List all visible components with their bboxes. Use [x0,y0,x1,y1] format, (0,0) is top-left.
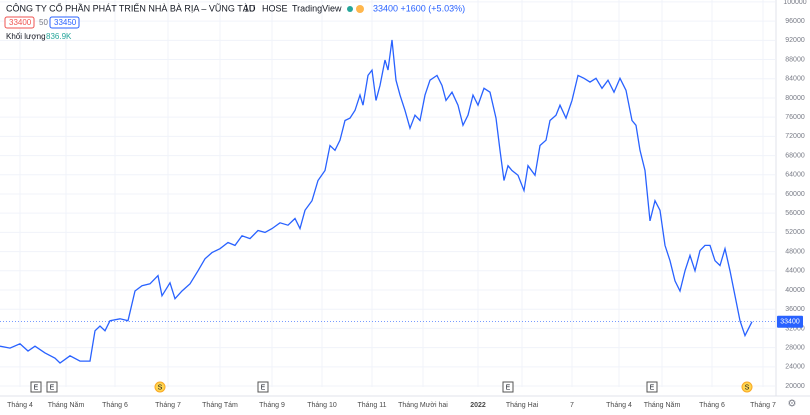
x-tick-label: Tháng Hai [506,402,539,409]
event-marker [502,381,514,393]
bid: 33400 [9,18,32,27]
y-tick-label: 68000 [785,152,805,159]
x-tick-label: 2022 [470,402,486,409]
header: CÔNG TY CỔ PHẦN PHÁT TRIỂN NHÀ BÀ RỊA – … [4,2,465,41]
ask: 33450 [54,18,77,27]
y-tick-label: 60000 [785,191,805,198]
event-label: E [34,384,39,391]
y-tick-label: 20000 [785,383,805,390]
y-tick-label: 52000 [785,229,805,236]
y-tick-label: 36000 [785,306,805,313]
event-label: S [745,384,750,391]
x-tick-label: Tháng 4 [606,402,632,409]
y-tick-label: 44000 [785,268,805,275]
volume-value: 836.9K [46,32,72,41]
exchange: HOSE [262,3,288,13]
y-tick-label: 88000 [785,56,805,63]
title: CÔNG TY CỔ PHẦN PHÁT TRIỂN NHÀ BÀ RỊA – … [6,2,255,13]
bid-box[interactable] [4,16,35,29]
event-marker [154,381,166,393]
event-marker [46,381,58,393]
y-tick-label: 24000 [785,364,805,371]
event-label: E [650,384,655,391]
last-price-tag [777,315,803,328]
y-tick-label: 64000 [785,172,805,179]
event-label: E [506,384,511,391]
interval: 1D [244,3,256,13]
price-line [0,39,753,364]
x-tick-label: Tháng 6 [699,402,725,409]
y-tick-label: 48000 [785,248,805,255]
quote: 33400 +1600 (+5.03%) [373,3,465,13]
x-tick-label: Tháng 6 [102,402,128,409]
x-tick-label: Tháng Năm [48,402,85,409]
y-tick-label: 72000 [785,133,805,140]
source: TradingView [292,3,342,13]
y-tick-label: 92000 [785,37,805,44]
volume-label: Khối lượng [6,32,46,41]
x-tick-label: Tháng 11 [357,402,386,409]
x-tick-label: Tháng 10 [307,402,337,409]
event-label: E [50,384,55,391]
event-marker [30,381,42,393]
spread: 50 [39,18,48,27]
x-tick-label: Tháng 4 [7,402,33,409]
x-tick-label: Tháng 7 [750,402,776,409]
last-price-label: 33400 [780,319,800,326]
y-tick-label: 100000 [783,0,806,6]
ask-box[interactable] [49,16,80,29]
x-tick-label: Tháng Tám [202,402,238,409]
event-marker [257,381,269,393]
x-tick-label: Tháng Mười hai [398,402,448,409]
y-tick-label: 96000 [785,18,805,25]
y-tick-label: 84000 [785,76,805,83]
status-d [356,5,364,13]
event-marker [646,381,658,393]
y-tick-label: 56000 [785,210,805,217]
event-label: E [261,384,266,391]
status-dot [347,6,353,12]
x-tick-label: Tháng 7 [155,402,181,409]
event-marker [741,381,753,393]
x-tick-label: Tháng Năm [644,402,681,409]
settings-icon[interactable]: ⚙ [788,399,797,410]
y-tick-label: 40000 [785,287,805,294]
y-tick-label: 32000 [785,325,805,332]
y-tick-label: 28000 [785,344,805,351]
x-tick-label: Tháng 9 [259,402,285,409]
y-tick-label: 76000 [785,114,805,121]
x-tick-label: 7 [570,402,574,409]
y-tick-label: 80000 [785,95,805,102]
event-label: S [158,384,163,391]
